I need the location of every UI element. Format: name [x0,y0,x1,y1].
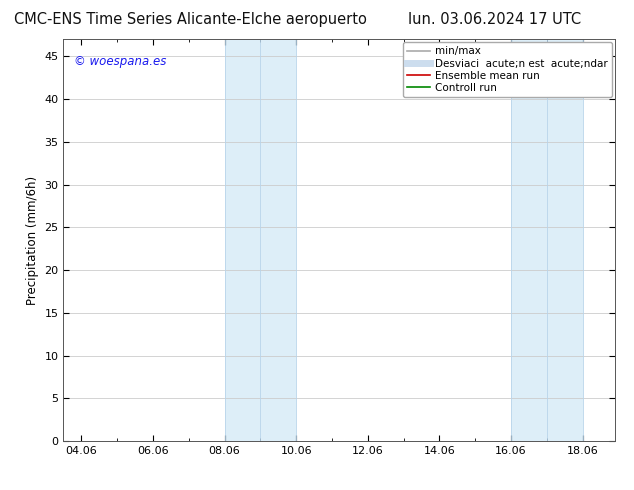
Legend: min/max, Desviaci  acute;n est  acute;ndar, Ensemble mean run, Controll run: min/max, Desviaci acute;n est acute;ndar… [403,42,612,97]
Text: CMC-ENS Time Series Alicante-Elche aeropuerto: CMC-ENS Time Series Alicante-Elche aerop… [14,12,366,27]
Y-axis label: Precipitation (mm/6h): Precipitation (mm/6h) [26,175,39,305]
Bar [224,39,296,441]
Bar [511,39,583,441]
Text: © woespana.es: © woespana.es [74,55,167,68]
Text: lun. 03.06.2024 17 UTC: lun. 03.06.2024 17 UTC [408,12,581,27]
